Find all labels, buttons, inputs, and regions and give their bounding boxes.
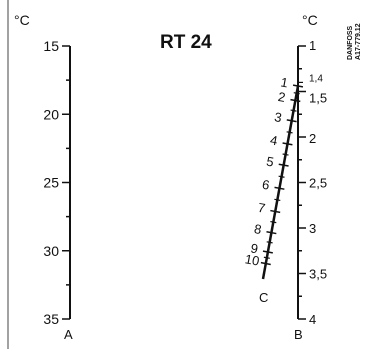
- scale-a-tick-label: 30: [43, 243, 59, 259]
- scale-c-tick-label: 1: [280, 74, 290, 90]
- scale-b-tick-label: 2: [309, 131, 316, 146]
- scale-c-tick: [286, 119, 297, 123]
- scale-a-tick-label: 35: [43, 311, 59, 327]
- scale-b-tick-label: 1: [309, 38, 316, 53]
- scale-c-tick: [270, 209, 281, 214]
- reference-line-1: DANFOSS: [347, 25, 354, 60]
- scale-b-tick-label: 4: [309, 312, 316, 327]
- scale-c-name: C: [259, 290, 268, 305]
- scale-c-tick: [260, 261, 271, 266]
- scale-b-tick-label: 3,5: [309, 267, 327, 282]
- scale-c: 12 3 4 5 6 7 8 910 C: [244, 74, 304, 305]
- scale-c-minor-tick: [290, 109, 297, 112]
- scale-c-minor-tick: [278, 175, 285, 178]
- scale-c-tick: [278, 163, 289, 167]
- scale-a-tick-label: 25: [43, 175, 59, 191]
- scale-b-tick-label: 1,4: [309, 73, 323, 84]
- scale-c-tick: [282, 142, 293, 146]
- scale-b-name: B: [294, 327, 303, 342]
- scale-c-tick: [290, 98, 301, 103]
- scale-c-tick-label: 8: [253, 221, 263, 237]
- scale-c-tick: [274, 186, 285, 190]
- scale-c-tick-label: 4: [269, 132, 279, 148]
- scale-c-tick-label: 5: [265, 154, 275, 170]
- scale-a-tick-label: 15: [43, 38, 59, 54]
- scale-b-tick-label: 2,5: [309, 176, 327, 191]
- scale-a-unit: °C: [14, 12, 30, 28]
- scale-c-tick: [292, 84, 304, 88]
- reference-line-2: A17-779.12: [355, 23, 362, 60]
- scale-c-tick: [262, 250, 273, 254]
- scale-b-tick-label: 3: [309, 221, 316, 236]
- scale-c-tick-label: 7: [257, 200, 267, 216]
- scale-c-minor-tick: [274, 198, 281, 201]
- scale-c-minor-tick: [266, 241, 273, 244]
- scale-a-tick-label: 20: [43, 106, 59, 122]
- scale-b-tick-label: 1,5: [309, 91, 327, 106]
- scale-a: °C 15 20 25 30 35 A: [14, 12, 73, 342]
- scale-c-minor-tick: [270, 220, 277, 224]
- scale-c-tick-label: 6: [261, 177, 271, 193]
- diagram-title: RT 24: [160, 32, 212, 53]
- scale-c-minor-tick: [282, 153, 289, 156]
- scale-c-tick-label: 10: [244, 251, 261, 268]
- scale-a-name: A: [64, 327, 73, 342]
- scale-c-minor-tick: [263, 256, 270, 259]
- scale-c-tick: [266, 231, 277, 235]
- reference-code: DANFOSS A17-779.12: [347, 23, 362, 60]
- scale-c-axis: [261, 85, 300, 280]
- scale-c-tick-label: 2: [277, 89, 287, 105]
- scale-c-tick-label: 9: [249, 240, 259, 256]
- scale-c-tick-label: 3: [273, 109, 283, 125]
- scale-b-unit: °C: [302, 12, 318, 28]
- scale-b: °C 1 1,4 1,5 2 2,5 3 3,5 4 B: [294, 12, 327, 342]
- scale-c-minor-tick: [286, 131, 293, 134]
- scale-c-minor-tick: [293, 92, 300, 95]
